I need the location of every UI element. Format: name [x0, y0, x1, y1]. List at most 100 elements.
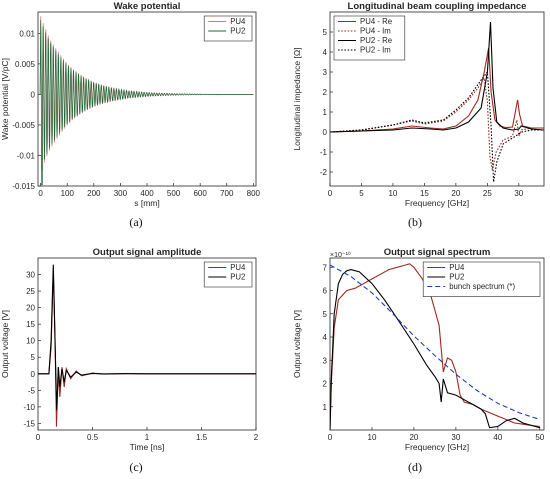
y-tick-label: 0.01 [19, 29, 35, 38]
x-tick-label: 0.5 [87, 433, 99, 442]
y-axis-label: Output voltage [V] [292, 310, 302, 378]
y-tick-label: 2 [323, 88, 328, 97]
x-tick-label: 20 [451, 189, 460, 198]
y-tick-label: -0.01 [17, 151, 36, 160]
caption-d: (d) [408, 460, 422, 474]
legend-box [203, 15, 253, 42]
series-line-pu4-im [330, 76, 544, 171]
chart-title: Longitudinal beam coupling impedance [348, 1, 527, 12]
x-tick-label: 0 [328, 189, 333, 198]
y-tick-label: -2 [320, 168, 328, 177]
x-tick-label: 700 [220, 189, 234, 198]
y-tick-label: -5 [28, 386, 36, 395]
caption-c: (c) [129, 460, 142, 474]
y-tick-label: 1 [323, 403, 328, 412]
y-tick-label: 0 [31, 90, 36, 99]
x-tick-label: 30 [451, 433, 460, 442]
x-tick-label: 25 [483, 189, 492, 198]
y-tick-label: 20 [26, 304, 35, 313]
y-exponent-label: ×10⁻¹⁰ [330, 251, 351, 259]
y-axis-label: Output voltage [V] [0, 310, 10, 378]
legend-box [333, 15, 406, 61]
y-tick-label: 5 [323, 310, 328, 319]
chart-title: Output signal spectrum [384, 247, 491, 258]
panel-0: Wake potential s [mm] Wake potential [V/pC… [0, 1, 261, 208]
series-line-pu4 [330, 263, 540, 430]
x-tick-label: 600 [193, 189, 207, 198]
y-tick-label: 0 [323, 128, 328, 137]
x-tick-label: 10 [368, 433, 377, 442]
legend-entry: PU2 - Im [360, 46, 391, 55]
y-tick-label: 4 [323, 48, 328, 57]
legend-entry: PU4 - Re [360, 17, 392, 26]
y-axis-label: Wake potential [V/pC] [0, 58, 10, 140]
x-tick-label: 1.5 [196, 433, 208, 442]
series-line-pu2-im [330, 70, 544, 183]
series-line-pu2 [38, 264, 256, 411]
y-tick-label: -1 [320, 148, 328, 157]
y-axis-label: Longitudinal impedance [Ω] [292, 47, 302, 150]
y-tick-label: 2 [323, 380, 328, 389]
x-tick-label: 30 [514, 189, 523, 198]
legend-entry: PU4 [449, 263, 465, 272]
legend-entry: bunch spectrum (*) [449, 282, 515, 291]
y-tick-label: 0.005 [15, 60, 36, 69]
x-axis-label: Time [ns] [130, 442, 165, 452]
x-tick-label: 400 [140, 189, 154, 198]
legend-entry: PU2 [230, 27, 245, 36]
y-tick-label: -0.015 [12, 182, 35, 191]
x-tick-label: 100 [61, 189, 75, 198]
y-tick-label: -15 [23, 419, 35, 428]
panel-3: Output signal spectrum Frequency [GHz] Out… [292, 247, 545, 452]
x-axis-label: Frequency [GHz] [405, 442, 469, 452]
y-tick-label: -0.005 [12, 121, 35, 130]
x-tick-label: 1 [145, 433, 150, 442]
legend-box [203, 261, 253, 288]
x-tick-label: 800 [247, 189, 261, 198]
series-line-bunch-spectrum- [330, 264, 540, 421]
panel-1: Longitudinal beam coupling impedance Freq… [292, 1, 545, 208]
y-tick-label: 6 [323, 287, 328, 296]
caption-a: (a) [129, 215, 142, 229]
y-tick-label: 7 [323, 263, 328, 272]
x-axis-label: s [mm] [134, 198, 160, 208]
x-axis-label: Frequency [GHz] [405, 198, 469, 208]
y-tick-label: 25 [26, 287, 35, 296]
y-tick-label: 10 [26, 337, 35, 346]
series-line-pu2 [38, 19, 254, 186]
caption-b: (b) [408, 215, 422, 229]
y-tick-label: 3 [323, 356, 328, 365]
y-tick-label: 5 [323, 28, 328, 37]
x-tick-label: 15 [420, 189, 429, 198]
x-tick-label: 40 [493, 433, 502, 442]
x-tick-label: 300 [114, 189, 128, 198]
legend-entry: PU2 - Re [360, 36, 392, 45]
legend-entry: PU4 - Im [360, 27, 391, 36]
x-tick-label: 200 [87, 189, 101, 198]
y-tick-label: 30 [26, 271, 35, 280]
y-tick-label: 3 [323, 68, 328, 77]
x-tick-label: 2 [254, 433, 259, 442]
y-tick-label: 5 [31, 353, 36, 362]
panel-2: Output signal amplitude Time [ns] Output v… [0, 247, 259, 452]
y-tick-label: 0 [31, 370, 36, 379]
x-tick-label: 0 [328, 433, 333, 442]
x-tick-label: 0 [38, 189, 43, 198]
y-tick-label: 4 [323, 333, 328, 342]
series-line-pu2 [330, 269, 540, 430]
chart-title: Wake potential [114, 1, 181, 12]
legend-entry: PU4 [230, 263, 246, 272]
x-tick-label: 5 [359, 189, 364, 198]
x-tick-label: 500 [167, 189, 181, 198]
x-tick-label: 50 [535, 433, 544, 442]
y-tick-label: -10 [23, 403, 35, 412]
y-tick-label: 15 [26, 320, 35, 329]
chart-title: Output signal amplitude [93, 247, 202, 258]
x-tick-label: 10 [388, 189, 397, 198]
y-tick-label: 1 [323, 108, 328, 117]
